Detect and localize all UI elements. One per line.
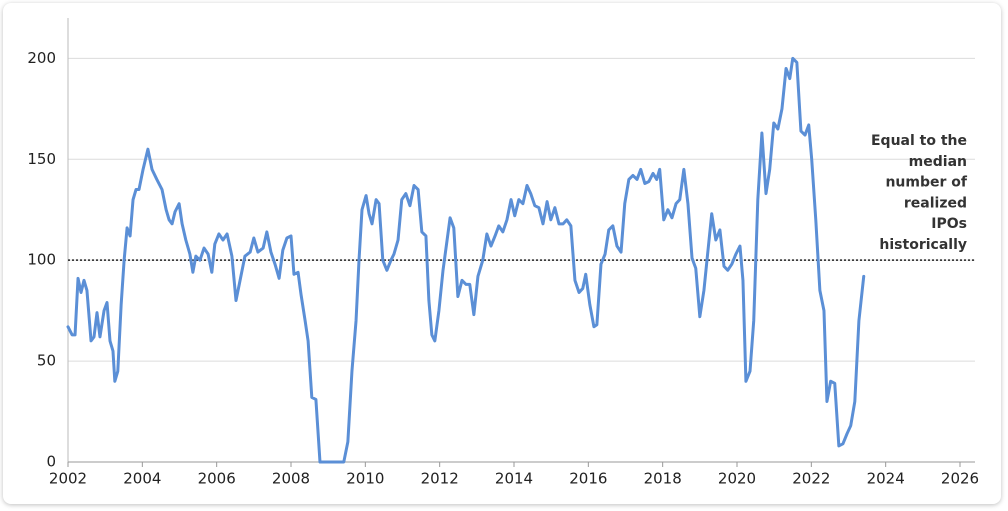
annotation: realized [904, 195, 967, 211]
data-line [66, 56, 866, 464]
annotation: number of [885, 175, 967, 191]
x-tick-label: 2026 [941, 470, 979, 488]
y-tick-label: 100 [27, 251, 56, 269]
x-tick-label: 2008 [272, 470, 310, 488]
x-tick-label: 2010 [346, 470, 384, 488]
annotation: median [909, 154, 967, 170]
annotation: Equal to the [871, 133, 967, 149]
annotation: IPOs [931, 216, 967, 232]
y-tick-label: 50 [37, 352, 56, 370]
y-tick-label: 0 [46, 453, 56, 471]
x-tick-label: 2002 [49, 470, 87, 488]
y-tick-label: 200 [27, 49, 56, 67]
x-tick-label: 2022 [792, 470, 830, 488]
x-tick-label: 2012 [421, 470, 459, 488]
y-tick-label: 150 [27, 150, 56, 168]
annotation: historically [879, 237, 967, 253]
x-tick-label: 2018 [644, 470, 682, 488]
x-tick-label: 2016 [569, 470, 607, 488]
x-tick-label: 2004 [123, 470, 161, 488]
x-tick-label: 2020 [718, 470, 756, 488]
x-tick-label: 2024 [867, 470, 905, 488]
x-tick-label: 2014 [495, 470, 533, 488]
chart-card [3, 3, 1001, 504]
x-tick-label: 2006 [198, 470, 236, 488]
